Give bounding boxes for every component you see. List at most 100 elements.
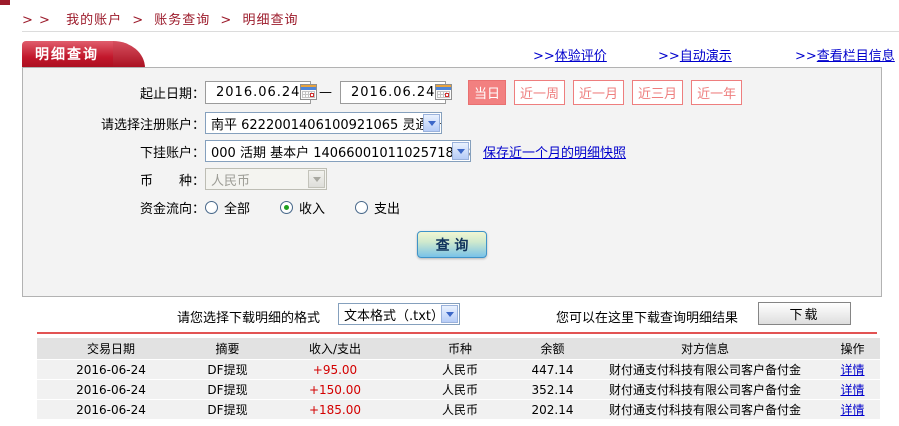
header-currency: 币种 [400,338,520,359]
cell-currency: 人民币 [400,380,520,399]
download-format-select[interactable]: 文本格式（.txt） [338,303,460,325]
header-divider [22,31,899,32]
calendar-icon-grid [437,91,451,98]
fund-flow-row: 资金流向： 全部 收入 支出 [23,196,881,218]
date-range-label: 起止日期： [139,86,205,102]
calendar-icon-top-stripe [436,85,452,87]
cell-amount: +185.00 [270,400,400,419]
calendar-icon-header [436,87,452,90]
section-tab-label: 明细查询 [35,46,99,63]
cell-counterparty: 财付通支付科技有限公司客户备付金 [585,400,825,419]
quick-range-buttons: 当日 近一周 近一月 近三月 近一年 [468,79,743,105]
cell-amount: +150.00 [270,380,400,399]
table-row: 2016-06-24 DF提现 +150.00 人民币 352.14 财付通支付… [37,380,880,399]
table-header-row: 交易日期 摘要 收入/支出 币种 余额 对方信息 操作 [37,338,880,359]
sub-account-label: 下挂账户： [139,145,205,161]
calendar-icon[interactable] [435,84,453,100]
dropdown-arrow-icon [423,114,440,132]
radio-option-expense[interactable]: 支出 [355,198,400,217]
start-date-input[interactable]: 2016.06.24 [205,80,318,104]
end-date-value: 2016.06.24 [351,84,436,100]
link-auto-demo[interactable]: >>自动演示 [658,45,732,64]
quick-button-last-year[interactable]: 近一年 [691,79,743,105]
detail-link[interactable]: 详情 [840,403,865,417]
detail-link[interactable]: 详情 [840,363,865,377]
header-balance: 余额 [520,338,585,359]
table-top-divider [37,332,877,334]
radio-icon [355,200,369,214]
currency-label: 币 种： [139,173,205,189]
dropdown-arrow-icon [452,142,469,160]
cell-counterparty: 财付通支付科技有限公司客户备付金 [585,380,825,399]
cell-date: 2016-06-24 [37,380,185,399]
link-label: 体验评价 [554,49,607,64]
sub-account-value: 000 活期 基本户 1406600101102571848 [211,145,471,161]
detail-link[interactable]: 详情 [840,383,865,397]
table-row: 2016-06-24 DF提现 +95.00 人民币 447.14 财付通支付科… [37,360,880,379]
radio-option-income[interactable]: 收入 [280,198,325,217]
quick-button-last-week[interactable]: 近一周 [514,79,566,105]
quick-button-last-3-months[interactable]: 近三月 [632,79,684,105]
calendar-icon-day-marker [445,93,450,97]
link-experience-rating[interactable]: >>体验评价 [533,45,607,64]
cell-date: 2016-06-24 [37,360,185,379]
link-view-column-info[interactable]: >>查看栏目信息 [795,45,895,64]
header-amount: 收入/支出 [270,338,400,359]
cell-currency: 人民币 [400,360,520,379]
calendar-icon-grid [302,91,316,98]
dropdown-arrow-icon [308,170,325,188]
link-label: 查看栏目信息 [816,49,895,64]
save-monthly-snapshot-link[interactable]: 保存近一个月的明细快照 [483,145,627,161]
sub-account-row: 下挂账户： 000 活期 基本户 1406600101102571848 保存近… [23,139,881,163]
section-tab-detail-query: 明细查询 [22,41,145,68]
registered-account-value: 南平 6222001406100921065 灵通卡 [211,117,442,133]
quick-button-last-month[interactable]: 近一月 [573,79,625,105]
end-date-input[interactable]: 2016.06.24 [340,80,453,104]
radio-option-label: 全部 [224,201,251,217]
dropdown-arrow-icon [441,305,458,323]
cell-currency: 人民币 [400,400,520,419]
header-counterparty: 对方信息 [585,338,825,359]
sub-account-select[interactable]: 000 活期 基本户 1406600101102571848 [205,140,471,162]
currency-row: 币 种： 人民币 [23,167,881,191]
radio-option-label: 收入 [299,201,326,217]
transaction-table: 交易日期 摘要 收入/支出 币种 余额 对方信息 操作 2016-06-24 D… [37,337,880,420]
radio-checked-icon [280,200,294,214]
calendar-icon-day-marker [310,93,315,97]
cell-counterparty: 财付通支付科技有限公司客户备付金 [585,360,825,379]
currency-select-disabled: 人民币 [205,168,327,190]
query-form-panel: 起止日期： 2016.06.24 — 2016.06.24 当日 近一周 近一月 [22,67,882,297]
query-button[interactable]: 查 询 [417,231,487,258]
download-button[interactable]: 下载 [758,302,851,325]
breadcrumb-item-detail-query[interactable]: 明细查询 [242,13,299,28]
table-row: 2016-06-24 DF提现 +185.00 人民币 202.14 财付通支付… [37,400,880,419]
currency-value: 人民币 [211,173,251,189]
cell-balance: 352.14 [520,380,585,399]
breadcrumb-prefix: > > [22,13,51,28]
download-format-value: 文本格式（.txt） [344,308,445,324]
calendar-icon-top-stripe [301,85,317,87]
date-range-row: 起止日期： 2016.06.24 — 2016.06.24 当日 近一周 近一月 [23,79,881,105]
breadcrumb-separator: > [132,13,145,28]
radio-icon [205,200,218,214]
radio-option-label: 支出 [374,201,401,217]
radio-option-all[interactable]: 全部 [205,198,250,217]
breadcrumb-item-my-account[interactable]: 我的账户 [66,13,123,28]
calendar-icon-header [301,87,317,90]
download-format-label: 请您选择下载明细的格式 [177,311,321,326]
page-corner-mark [0,0,10,5]
registered-account-select[interactable]: 南平 6222001406100921065 灵通卡 [205,112,442,134]
breadcrumb-item-account-query[interactable]: 账务查询 [154,13,211,28]
cell-balance: 447.14 [520,360,585,379]
cell-date: 2016-06-24 [37,400,185,419]
calendar-icon[interactable] [300,84,318,100]
registered-account-label: 请选择注册账户： [100,117,205,133]
link-arrow-prefix: >> [795,49,817,64]
cell-summary: DF提现 [185,360,270,379]
header-action: 操作 [825,338,880,359]
cell-summary: DF提现 [185,400,270,419]
link-arrow-prefix: >> [533,49,555,64]
cell-summary: DF提现 [185,380,270,399]
quick-button-today[interactable]: 当日 [468,79,507,105]
link-label: 自动演示 [679,49,732,64]
